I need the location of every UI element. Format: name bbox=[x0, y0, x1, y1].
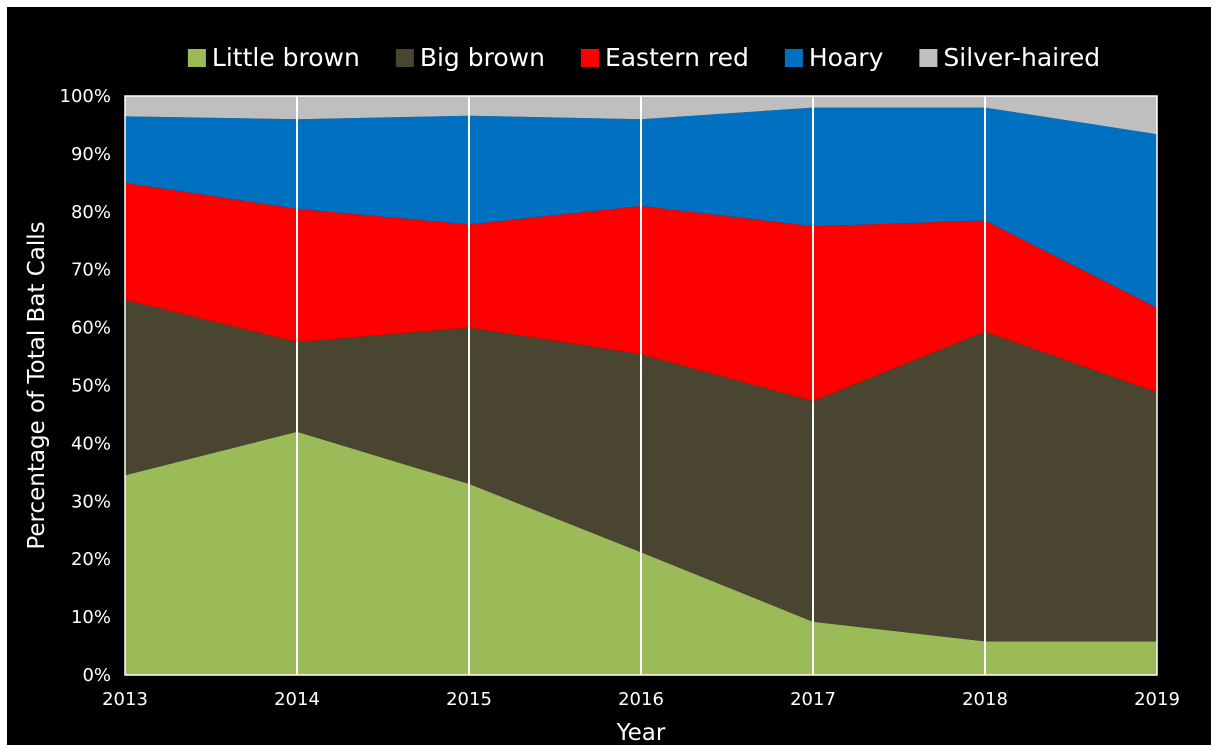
legend-label: Little brown bbox=[212, 43, 360, 72]
y-tick-label: 50% bbox=[71, 376, 111, 397]
y-tick-label: 100% bbox=[60, 86, 111, 107]
x-axis-ticks: 2013 2014 2015 2016 2017 2018 2019 bbox=[102, 689, 1180, 710]
legend-swatch bbox=[919, 49, 938, 67]
y-tick-label: 80% bbox=[71, 202, 111, 223]
x-tick-label: 2018 bbox=[962, 689, 1008, 710]
legend-item-eastern-red: Eastern red bbox=[580, 43, 749, 72]
vertical-gridlines bbox=[124, 95, 1158, 676]
x-axis-title: Year bbox=[616, 720, 666, 745]
legend-item-silver-haired: Silver-haired bbox=[919, 43, 1100, 72]
x-tick-label: 2013 bbox=[102, 689, 148, 710]
legend-swatch bbox=[187, 49, 206, 67]
y-tick-label: 30% bbox=[71, 491, 111, 512]
legend-label: Hoary bbox=[809, 43, 884, 72]
y-tick-label: 70% bbox=[71, 260, 111, 281]
x-tick-label: 2015 bbox=[446, 689, 492, 710]
legend-swatch bbox=[395, 49, 414, 67]
x-tick-label: 2016 bbox=[618, 689, 664, 710]
y-tick-label: 20% bbox=[71, 549, 111, 570]
y-tick-label: 60% bbox=[71, 318, 111, 339]
y-tick-label: 90% bbox=[71, 144, 111, 165]
y-axis-title: Percentage of Total Bat Calls bbox=[24, 221, 50, 549]
y-tick-label: 40% bbox=[71, 433, 111, 454]
legend: Little brown Big brown Eastern red Hoary Sil… bbox=[187, 43, 1100, 72]
chart-frame: 0% 10% 20% 30% 40% 50% 60% 70% 80% 90% 100% 2013 20… bbox=[7, 7, 1211, 745]
legend-item-little-brown: Little brown bbox=[187, 43, 360, 72]
legend-swatch bbox=[580, 49, 599, 67]
stacked-area-chart: 0%10%20%30%40%50%60%70%80%90%100% 2013 20… bbox=[24, 43, 1180, 745]
x-tick-label: 2014 bbox=[274, 689, 320, 710]
x-tick-label: 2017 bbox=[790, 689, 836, 710]
plot-border bbox=[124, 95, 1158, 676]
legend-label: Silver-haired bbox=[943, 43, 1100, 72]
y-tick-label: 10% bbox=[71, 607, 111, 628]
legend-label: Eastern red bbox=[605, 43, 749, 72]
y-axis-ticks: 0% 10% 20% 30% 40% 50% 60% 70% 80% 90% 100% bbox=[60, 86, 111, 686]
area-hoary bbox=[125, 107, 1157, 308]
legend-item-big-brown: Big brown bbox=[395, 43, 545, 72]
legend-swatch bbox=[784, 49, 803, 67]
legend-label: Big brown bbox=[420, 43, 545, 72]
y-tick-label: 0% bbox=[82, 665, 111, 686]
legend-item-hoary: Hoary bbox=[784, 43, 884, 72]
x-tick-label: 2019 bbox=[1134, 689, 1180, 710]
